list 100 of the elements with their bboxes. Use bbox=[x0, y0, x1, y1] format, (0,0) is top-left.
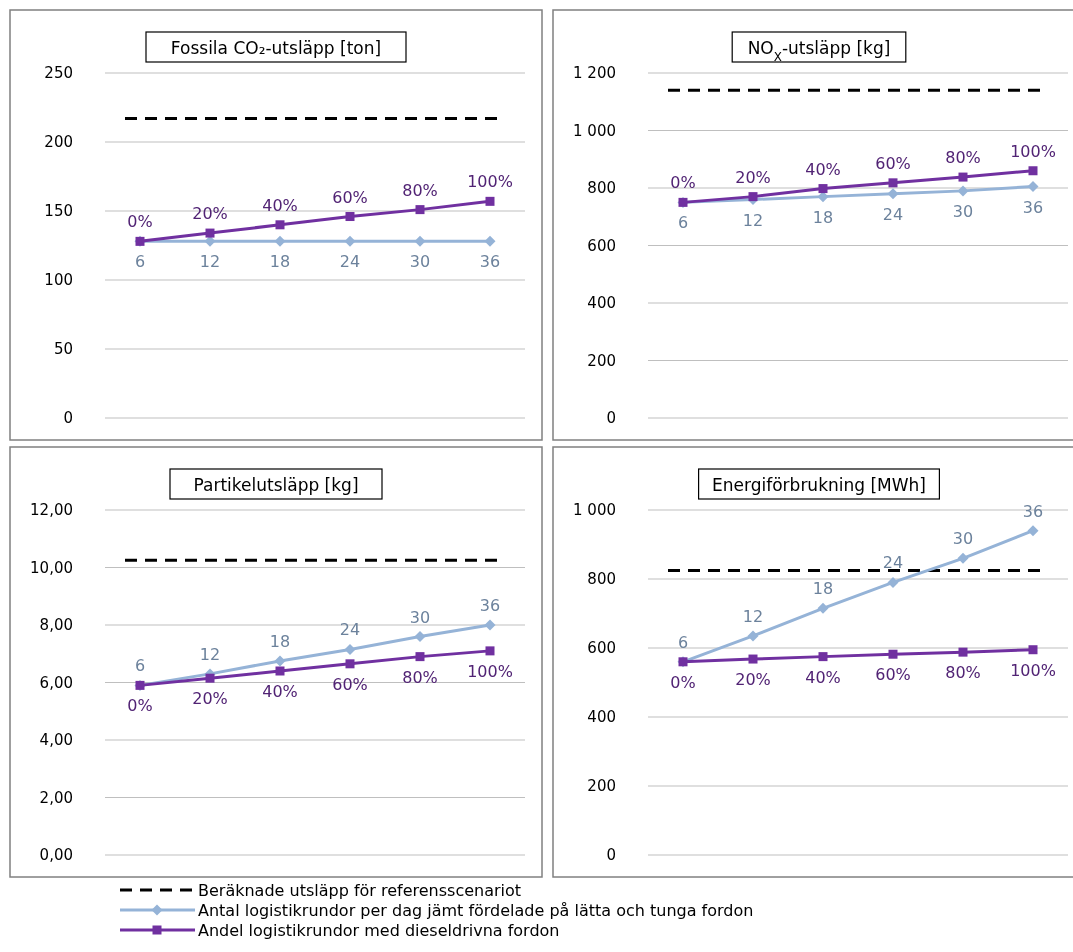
annotation: 0% bbox=[670, 173, 696, 193]
point bbox=[275, 220, 285, 230]
annotation: 6 bbox=[677, 632, 689, 652]
point bbox=[415, 652, 425, 662]
chart-title: Fossila CO₂-utsläpp [ton] bbox=[170, 38, 382, 58]
annotation: 20% bbox=[735, 167, 771, 187]
y-tick-label: 400 bbox=[587, 708, 616, 726]
annotation: 24 bbox=[882, 204, 904, 224]
annotation: 24 bbox=[339, 620, 361, 640]
annotation: 6 bbox=[134, 252, 146, 272]
y-tick-label: 100 bbox=[44, 271, 73, 289]
y-tick-label: 2,00 bbox=[39, 788, 73, 807]
annotation: 18 bbox=[269, 252, 291, 272]
point bbox=[205, 673, 215, 683]
annotation: 18 bbox=[269, 631, 291, 651]
annotation: 60% bbox=[332, 187, 368, 207]
point bbox=[275, 666, 285, 676]
annotation: 20% bbox=[735, 670, 771, 690]
y-tick-label: 12,00 bbox=[30, 501, 73, 519]
annotation: 24 bbox=[339, 252, 361, 272]
annotation: 60% bbox=[875, 665, 911, 685]
point bbox=[344, 643, 356, 655]
annotation: 12 bbox=[742, 606, 764, 626]
point bbox=[887, 576, 899, 588]
annotation: 18 bbox=[812, 207, 834, 227]
annotation: 100% bbox=[1010, 141, 1056, 161]
annotation: 0% bbox=[127, 212, 153, 232]
y-tick-label: 0 bbox=[606, 846, 616, 864]
y-tick-label: 400 bbox=[587, 294, 616, 312]
annotation: 12 bbox=[199, 644, 221, 664]
legend-label: Andel logistikrundor med dieseldrivna fordon bbox=[198, 921, 560, 940]
annotation: 18 bbox=[812, 579, 834, 599]
annotation: 30 bbox=[409, 607, 431, 627]
annotation: 30 bbox=[409, 252, 431, 272]
annotation: 100% bbox=[1010, 660, 1056, 680]
point bbox=[747, 630, 759, 642]
point bbox=[1027, 181, 1039, 193]
annotation: 40% bbox=[805, 159, 841, 179]
point bbox=[1027, 525, 1039, 537]
annotation: 12 bbox=[199, 252, 221, 272]
annotation: 40% bbox=[262, 195, 298, 215]
point bbox=[485, 196, 495, 206]
point bbox=[957, 552, 969, 564]
y-tick-label: 10,00 bbox=[30, 558, 73, 577]
chart-title: Partikelutsläpp [kg] bbox=[193, 475, 359, 495]
point bbox=[957, 185, 969, 197]
point bbox=[414, 235, 426, 247]
chart-title: Energiförbrukning [MWh] bbox=[712, 475, 926, 495]
y-tick-label: 150 bbox=[44, 202, 73, 220]
y-tick-label: 1 200 bbox=[573, 64, 616, 82]
y-tick-label: 4,00 bbox=[39, 731, 73, 749]
annotation: 24 bbox=[882, 553, 904, 573]
annotation: 60% bbox=[875, 153, 911, 173]
annotation: 36 bbox=[479, 596, 501, 615]
legend-label: Beräknade utsläpp för referensscenariot bbox=[198, 881, 522, 900]
y-tick-label: 1 000 bbox=[573, 121, 616, 140]
legend-label: Antal logistikrundor per dag jämt fördelade på lätta och tunga fordon bbox=[198, 901, 754, 920]
y-tick-label: 800 bbox=[587, 570, 616, 588]
annotation: 36 bbox=[1022, 501, 1044, 521]
point bbox=[484, 619, 496, 631]
y-tick-label: 600 bbox=[587, 639, 616, 657]
point bbox=[888, 178, 898, 188]
y-tick-label: 6,00 bbox=[39, 673, 73, 692]
y-tick-label: 50 bbox=[53, 340, 73, 358]
annotation: 6 bbox=[134, 656, 146, 676]
point bbox=[415, 205, 425, 215]
y-tick-label: 250 bbox=[44, 64, 73, 82]
annotation: 60% bbox=[332, 674, 368, 694]
point bbox=[344, 235, 356, 247]
point bbox=[414, 631, 426, 642]
annotation: 36 bbox=[479, 252, 501, 272]
annotation: 30 bbox=[952, 529, 974, 549]
point bbox=[888, 649, 898, 659]
y-tick-label: 1 000 bbox=[573, 501, 616, 519]
annotation: 6 bbox=[677, 213, 689, 233]
point bbox=[345, 212, 355, 222]
y-tick-label: 0,00 bbox=[39, 846, 73, 864]
annotation: 0% bbox=[127, 696, 153, 716]
annotation: 40% bbox=[805, 667, 841, 687]
annotation: 40% bbox=[262, 682, 298, 701]
point bbox=[484, 235, 496, 247]
point bbox=[1028, 166, 1038, 176]
point bbox=[817, 602, 829, 614]
annotation: 20% bbox=[192, 204, 228, 224]
annotation: 30 bbox=[952, 201, 974, 221]
annotation: 0% bbox=[670, 672, 696, 692]
point bbox=[958, 647, 968, 657]
annotation: 20% bbox=[192, 689, 228, 709]
chart-title: NO$_{X}$-utsläpp [kg] bbox=[747, 38, 891, 64]
point bbox=[205, 228, 215, 238]
point bbox=[748, 654, 758, 664]
annotation: 100% bbox=[467, 172, 513, 192]
annotation: 80% bbox=[945, 148, 981, 168]
point bbox=[345, 659, 355, 669]
annotation: 12 bbox=[742, 210, 764, 230]
annotation: 80% bbox=[402, 667, 438, 687]
y-tick-label: 200 bbox=[44, 133, 73, 151]
y-tick-label: 0 bbox=[63, 409, 73, 427]
annotation: 100% bbox=[467, 661, 513, 681]
y-tick-label: 8,00 bbox=[39, 616, 73, 634]
